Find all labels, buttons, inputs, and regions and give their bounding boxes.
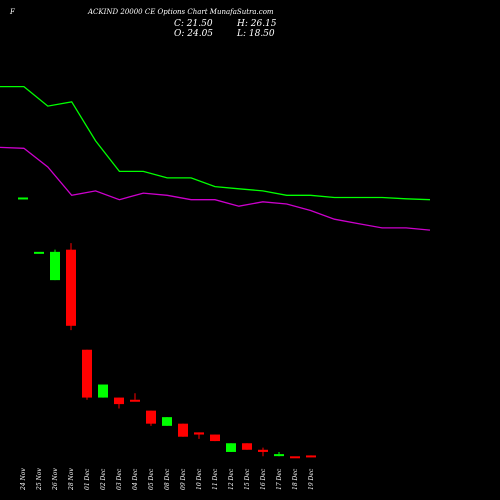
x-tick-label: 09 Dec: [180, 468, 187, 490]
candle-body: [66, 249, 76, 326]
candle-body: [242, 443, 252, 450]
candle-body: [162, 417, 172, 426]
x-tick-label: 18 Dec: [292, 468, 299, 490]
candle-body: [18, 197, 28, 200]
x-tick-label: 10 Dec: [196, 468, 203, 490]
x-tick-label: 02 Dec: [100, 468, 107, 490]
candle-26-nov: [50, 249, 60, 281]
candle-08-dec: [162, 417, 172, 426]
candle-11-dec: [210, 434, 220, 442]
candle-02-dec: [98, 384, 108, 398]
open-readout: O: 24.05: [174, 29, 214, 39]
x-tick-label: 05 Dec: [148, 468, 155, 490]
candle-03-dec: [114, 397, 124, 409]
candle-body: [114, 397, 124, 405]
x-tick-label: 03 Dec: [116, 468, 123, 490]
x-axis-tick-labels: 24 Nov 25 Nov 26 Nov 28 Nov 01 Dec 02 Dec 03 D…: [20, 468, 315, 491]
x-tick-label: 26 Nov: [52, 468, 59, 491]
high-readout: H: 26.15: [237, 19, 277, 29]
chart-title: ACKIND 20000 CE Options Chart MunafaSutr…: [88, 8, 274, 16]
x-tick-label: 12 Dec: [228, 468, 235, 490]
candle-body: [306, 455, 316, 458]
x-tick-label: 24 Nov: [20, 468, 27, 491]
x-tick-label: 08 Dec: [164, 468, 171, 490]
candle-09-dec: [178, 423, 188, 437]
moving-average-lines: [0, 85, 431, 231]
x-tick-label: 28 Nov: [68, 468, 75, 491]
candle-16-dec: [258, 447, 268, 457]
close-readout: C: 21.50: [174, 19, 213, 29]
x-tick-label: 16 Dec: [260, 468, 267, 490]
series-line-1: [0, 85, 431, 201]
candle-15-dec: [242, 443, 252, 450]
candle-19-dec: [306, 455, 316, 458]
candle-01-dec: [82, 349, 92, 400]
candle-body: [210, 434, 220, 442]
candle-04-dec: [130, 393, 140, 402]
chart-prefix: F: [10, 8, 15, 16]
candle-body: [130, 399, 140, 402]
x-tick-label: 04 Dec: [132, 468, 139, 490]
candle-body: [98, 384, 108, 398]
candle-24-nov: [18, 197, 28, 200]
candle-10-dec: [194, 432, 204, 439]
candle-body: [194, 432, 204, 435]
candle-body: [146, 410, 156, 424]
candle-body: [290, 456, 300, 459]
series-line-2: [0, 146, 431, 231]
candle-body: [274, 454, 284, 457]
low-readout: L: 18.50: [237, 29, 275, 39]
candle-28-nov: [66, 243, 76, 331]
x-tick-label: 11 Dec: [212, 468, 219, 490]
x-tick-label: 15 Dec: [244, 468, 251, 490]
x-tick-label: 01 Dec: [84, 468, 91, 490]
x-tick-label: 19 Dec: [308, 468, 315, 490]
candle-body: [178, 423, 188, 437]
candle-17-dec: [274, 451, 284, 457]
candle-12-dec: [226, 443, 236, 452]
candle-body: [50, 251, 60, 281]
candle-body: [226, 443, 236, 452]
x-tick-label: 25 Nov: [36, 468, 43, 491]
candle-body: [82, 349, 92, 398]
x-tick-label: 17 Dec: [276, 468, 283, 490]
candle-body: [258, 449, 268, 452]
candle-18-dec: [290, 456, 300, 459]
candle-05-dec: [146, 410, 156, 426]
candle-body: [34, 251, 44, 254]
candlesticks: [18, 197, 316, 459]
candle-25-nov: [34, 251, 44, 254]
